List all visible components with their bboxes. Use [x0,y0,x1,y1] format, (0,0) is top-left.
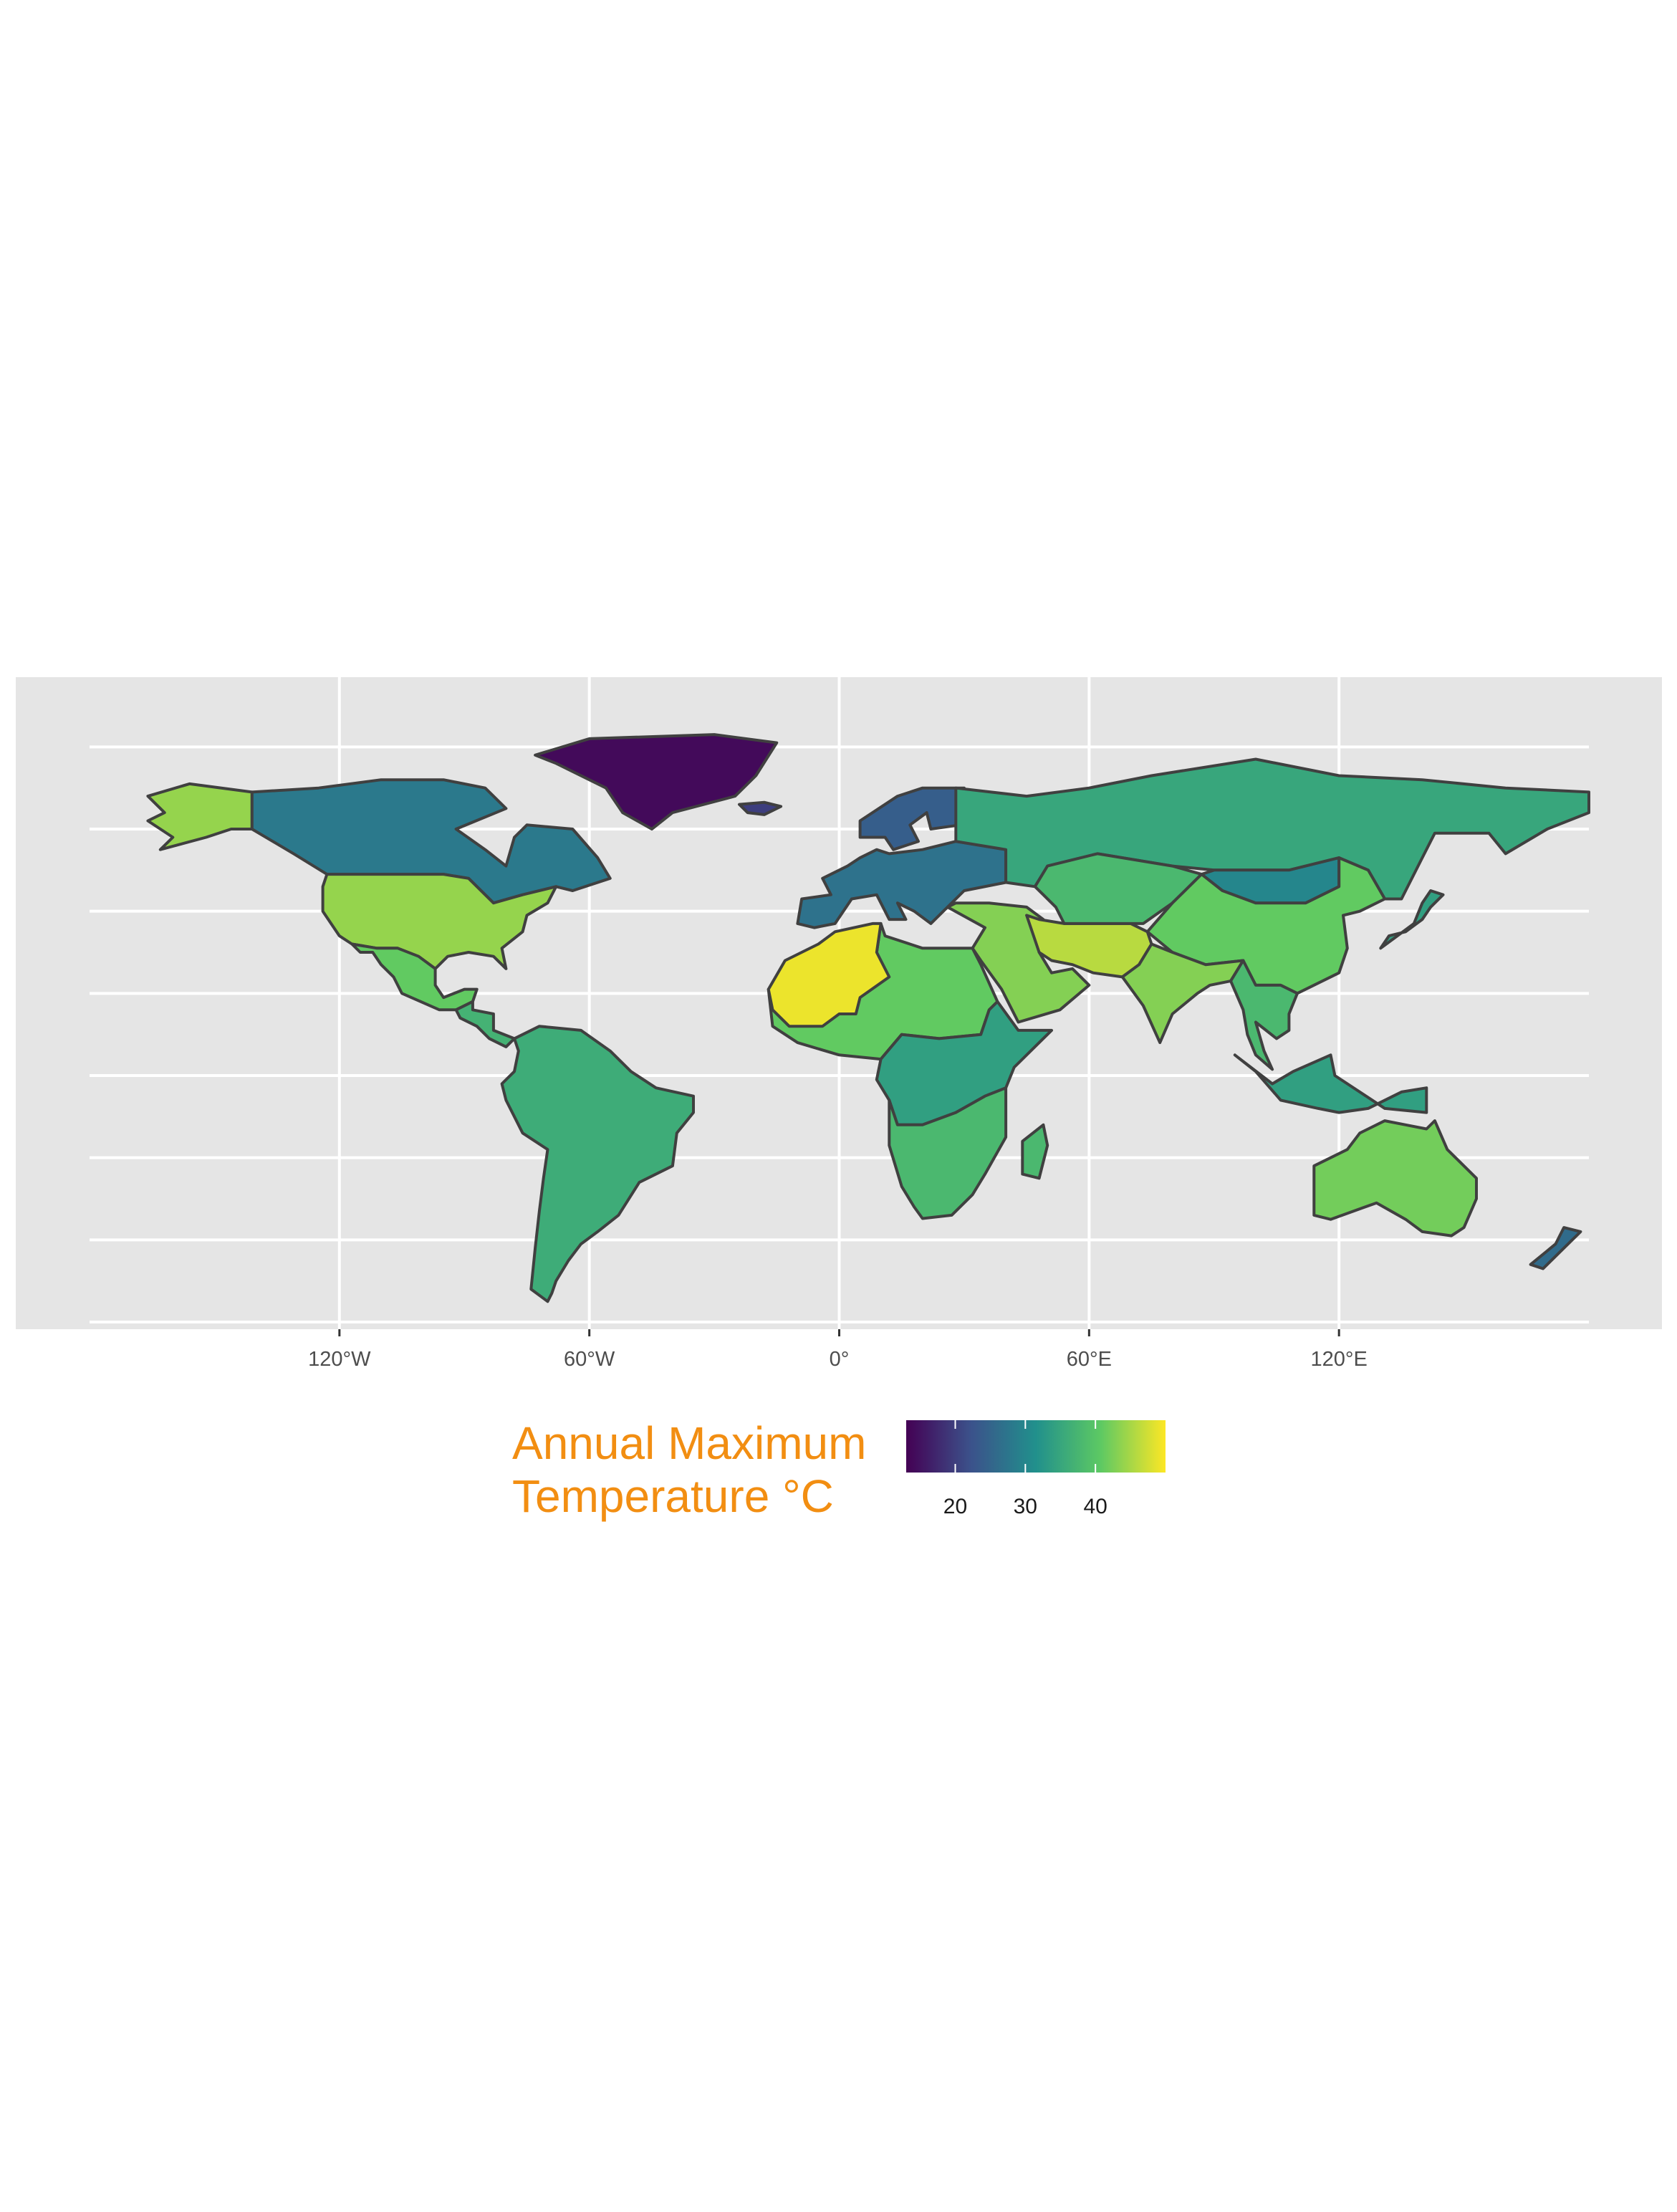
region-alaska [146,782,254,851]
region-central-asia [1033,852,1203,925]
region-southeast-asia [1229,959,1299,1071]
colorbar-tick-label: 30 [1014,1495,1037,1518]
colorbar-tick-label: 20 [943,1495,967,1518]
legend-title-line1: Annual Maximum [512,1417,867,1469]
region-united-states [321,873,558,970]
colorbar: 20 30 40 [906,1420,1166,1518]
region-iceland [738,800,783,816]
region-indonesia [1233,1053,1428,1114]
region-australia [1312,1119,1478,1237]
region-new-zealand [1529,1226,1582,1270]
colorbar-gradient [906,1420,1166,1473]
region-japan [1379,889,1445,950]
region-scandinavia [858,786,966,851]
region-madagascar [1021,1123,1049,1180]
region-algeria-mali-mauritania [767,921,891,1028]
countries [146,733,1590,1303]
region-middle-east [946,901,1091,1024]
x-axis: 120°W 60°W 0° 60°E 120°E [308,1329,1368,1371]
region-greenland [534,733,779,830]
x-tick-label: 120°W [308,1348,371,1371]
x-tick-label: 60°E [1067,1348,1112,1371]
region-south-america [500,1025,695,1303]
x-tick-label: 120°E [1311,1348,1368,1371]
colorbar-tick-label: 40 [1083,1495,1107,1518]
region-mexico [350,942,479,1012]
x-tick-label: 60°W [564,1348,615,1371]
x-tick-label: 0° [830,1348,850,1371]
region-southern-africa [888,1086,1008,1220]
region-europe [796,840,1008,929]
legend-title: Annual Maximum Temperature °C [512,1417,913,1523]
legend-title-line2: Temperature °C [512,1470,834,1522]
